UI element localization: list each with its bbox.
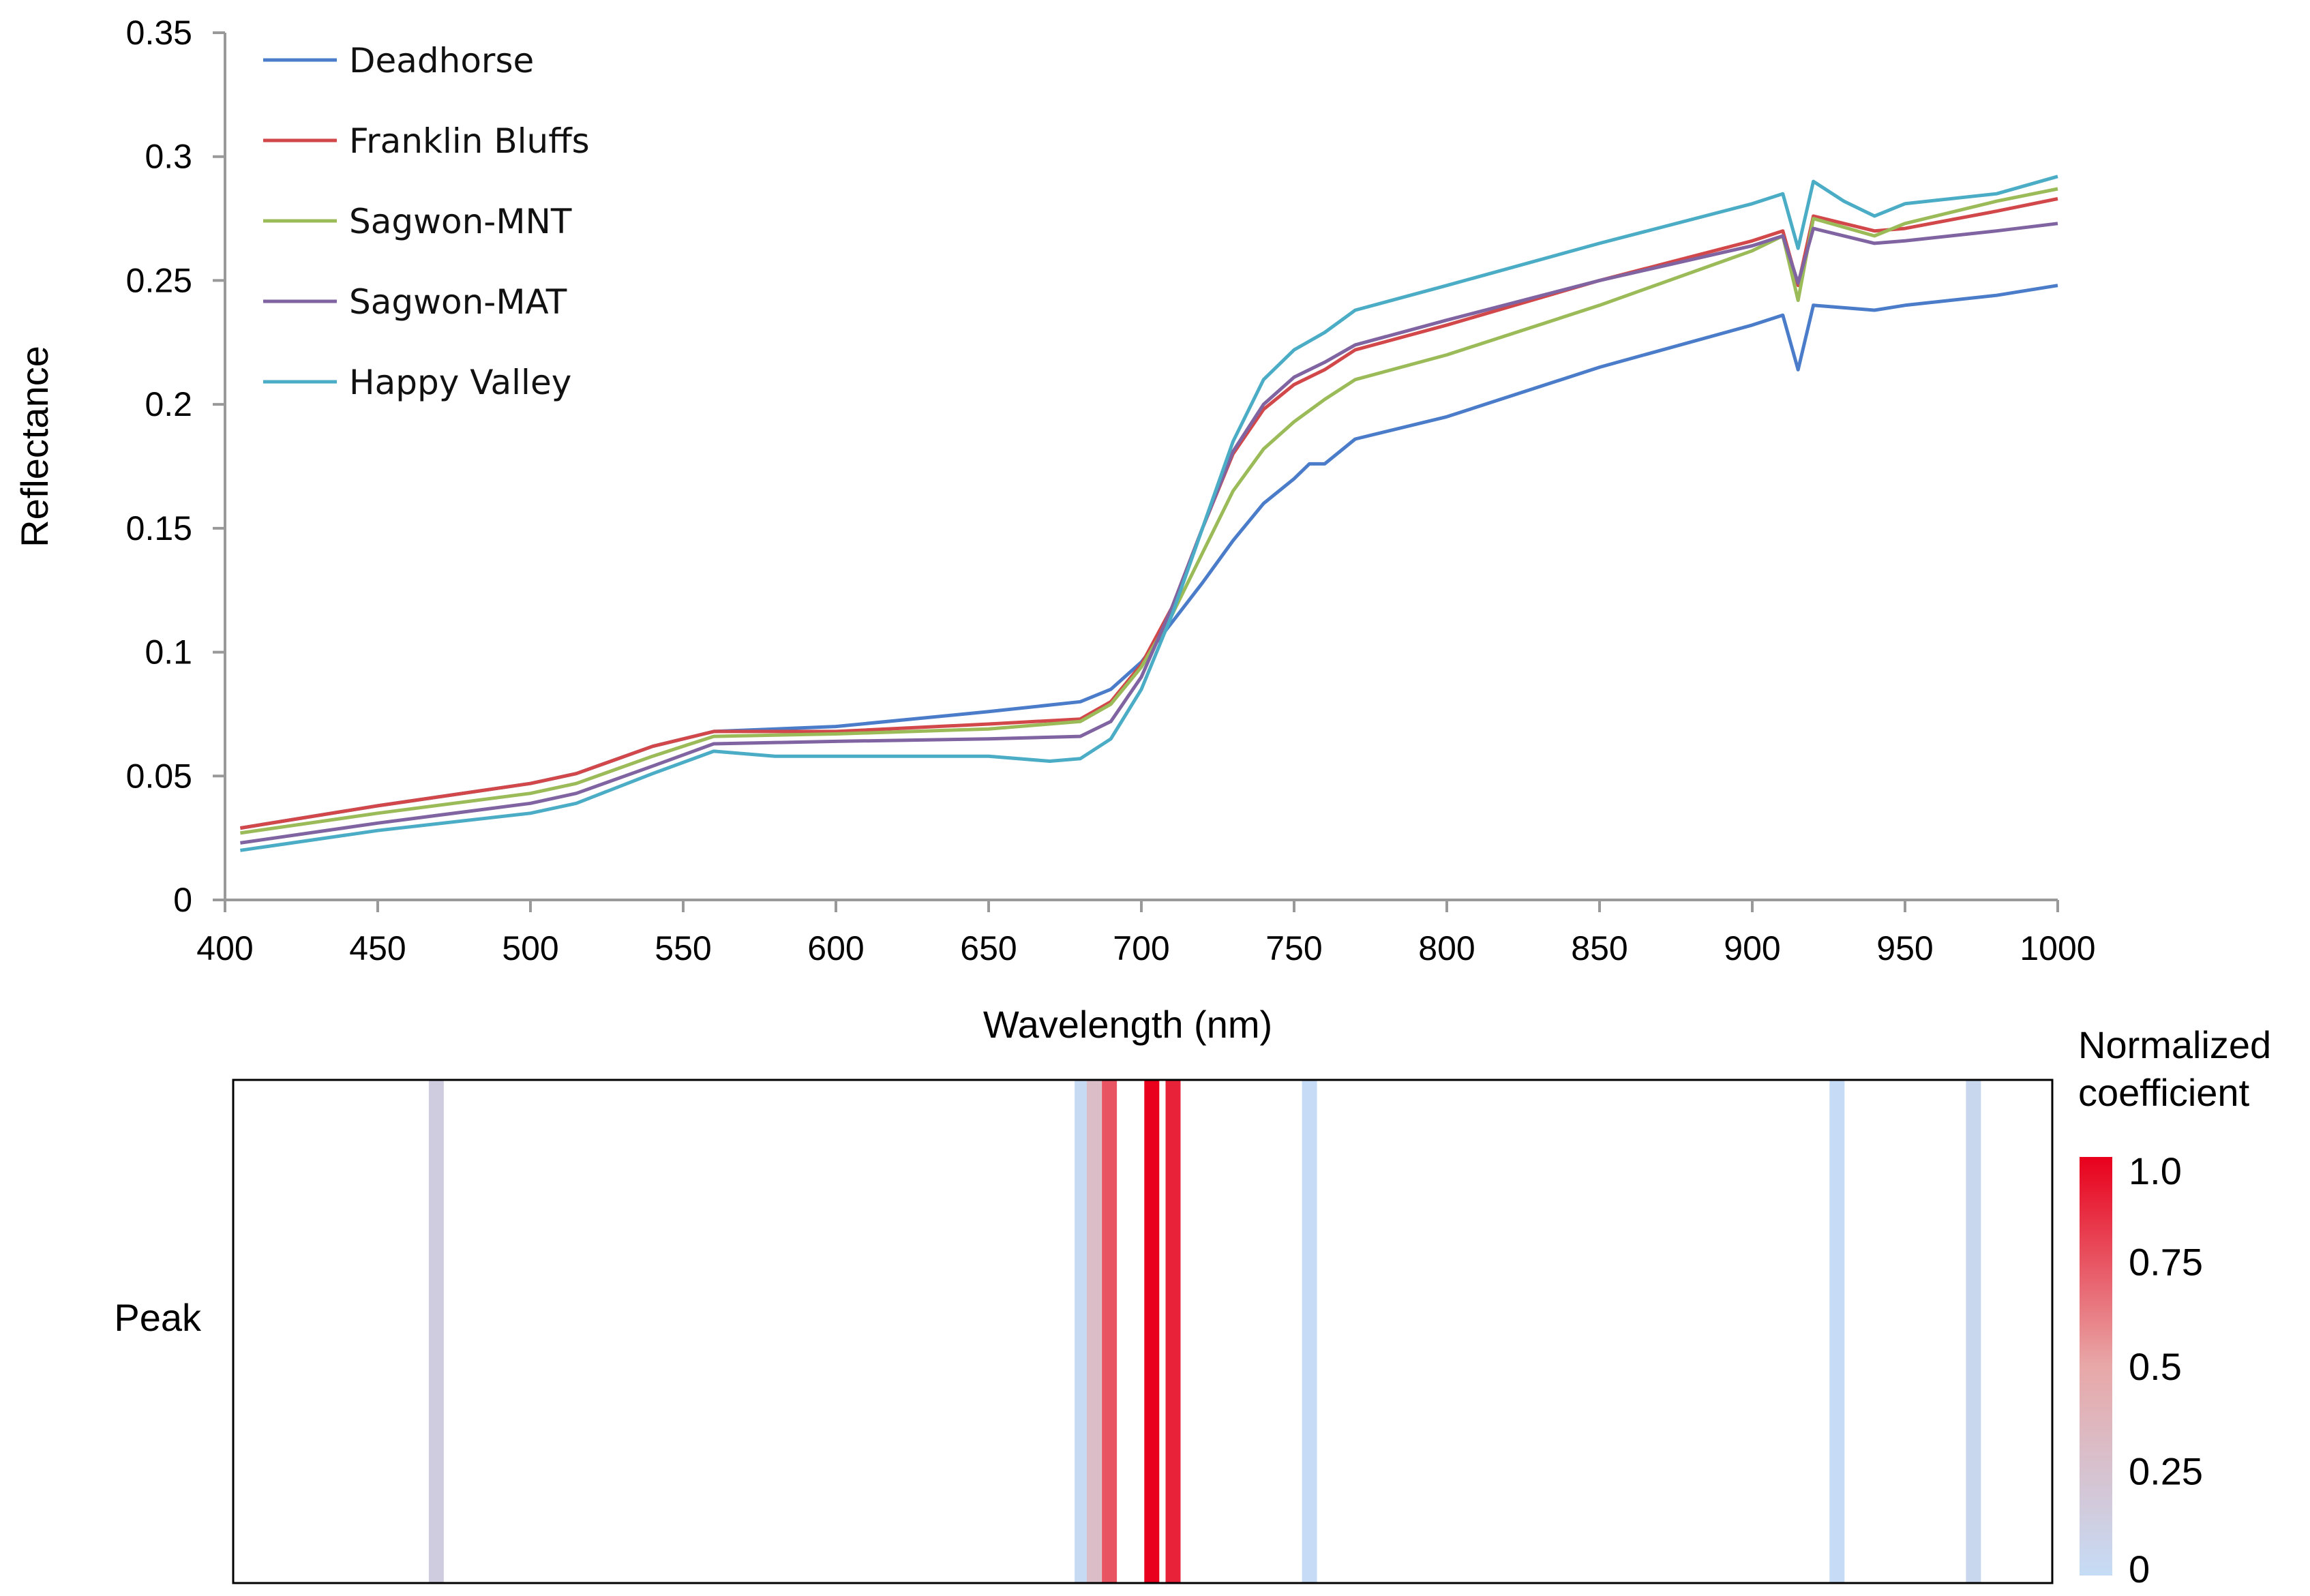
- x-ticks: 400 450 500 550 600 650 700 750 800 850 900 950 1000: [196, 900, 2096, 967]
- colorbar-gradient: [2080, 1157, 2112, 1576]
- x-tick-label: 950: [1876, 929, 1933, 967]
- colorbar-ticks: 1.0 0.75 0.5 0.25 0: [2129, 1149, 2203, 1591]
- x-tick-label: 900: [1724, 929, 1780, 967]
- y-tick-label: 0.2: [145, 385, 192, 423]
- colorbar-tick-label: 0.5: [2129, 1345, 2182, 1388]
- y-axis-title: Reflectance: [13, 346, 56, 547]
- colorbar-title-line1: Normalized: [2078, 1023, 2271, 1066]
- y-tick-label: 0: [173, 881, 192, 919]
- heatmap-band: [1075, 1080, 1090, 1583]
- x-tick-label: 650: [960, 929, 1017, 967]
- legend: Deadhorse Franklin Bluffs Sagwon-MNT Sagwon…: [263, 41, 590, 402]
- heatmap-band: [1102, 1080, 1118, 1583]
- line-chart: 0 0.05 0.1 0.15 0.2 0.25 0.3 0.35 400 450 500 550 6…: [13, 14, 2096, 1046]
- x-tick-label: 1000: [2020, 929, 2095, 967]
- colorbar-tick-label: 0.75: [2129, 1241, 2203, 1284]
- y-ticks: 0 0.05 0.1 0.15 0.2 0.25 0.3 0.35: [126, 14, 225, 919]
- heatmap-band: [428, 1080, 444, 1583]
- legend-label: Sagwon-MNT: [349, 202, 572, 241]
- x-tick-label: 400: [196, 929, 253, 967]
- heatmap-band: [1829, 1080, 1845, 1583]
- x-tick-label: 700: [1113, 929, 1169, 967]
- legend-label: Sagwon-MAT: [349, 282, 567, 322]
- y-tick-label: 0.15: [126, 509, 192, 547]
- legend-label: Deadhorse: [349, 41, 534, 80]
- x-tick-label: 800: [1418, 929, 1475, 967]
- x-tick-label: 450: [349, 929, 406, 967]
- series-line-sagwon-mat: [240, 222, 2058, 845]
- plot-lines: [239, 175, 2058, 852]
- x-tick-label: 850: [1571, 929, 1627, 967]
- colorbar: Normalized coefficient 1.0 0.75 0.5 0.25 0: [2078, 1023, 2271, 1591]
- colorbar-tick-label: 1.0: [2129, 1149, 2182, 1192]
- colorbar-tick-label: 0: [2129, 1548, 2150, 1591]
- heatmap-band: [1144, 1080, 1160, 1583]
- colorbar-title-line2: coefficient: [2078, 1071, 2250, 1114]
- y-tick-label: 0.1: [145, 633, 192, 672]
- series-line-happy-valley: [240, 175, 2058, 852]
- y-tick-label: 0.25: [126, 261, 192, 299]
- x-tick-label: 750: [1265, 929, 1322, 967]
- heatmap-frame: [232, 1079, 2054, 1584]
- legend-label: Happy Valley: [349, 363, 571, 402]
- x-axis-title: Wavelength (nm): [983, 1003, 1272, 1046]
- y-tick-label: 0.35: [126, 14, 192, 52]
- x-tick-label: 500: [502, 929, 558, 967]
- heatmap-band: [1165, 1080, 1181, 1583]
- x-tick-label: 550: [655, 929, 711, 967]
- colorbar-tick-label: 0.25: [2129, 1450, 2203, 1493]
- legend-label: Franklin Bluffs: [349, 121, 590, 161]
- y-tick-label: 0.05: [126, 757, 192, 795]
- heatmap-bands: [428, 1080, 1981, 1583]
- heatmap-band: [1302, 1080, 1317, 1583]
- heatmap-chart: Peak: [114, 1079, 2054, 1584]
- y-tick-label: 0.3: [145, 138, 192, 176]
- x-tick-label: 600: [807, 929, 864, 967]
- heatmap-band: [1966, 1080, 1981, 1583]
- heatmap-row-label: Peak: [114, 1296, 202, 1339]
- heatmap-band: [1086, 1080, 1102, 1583]
